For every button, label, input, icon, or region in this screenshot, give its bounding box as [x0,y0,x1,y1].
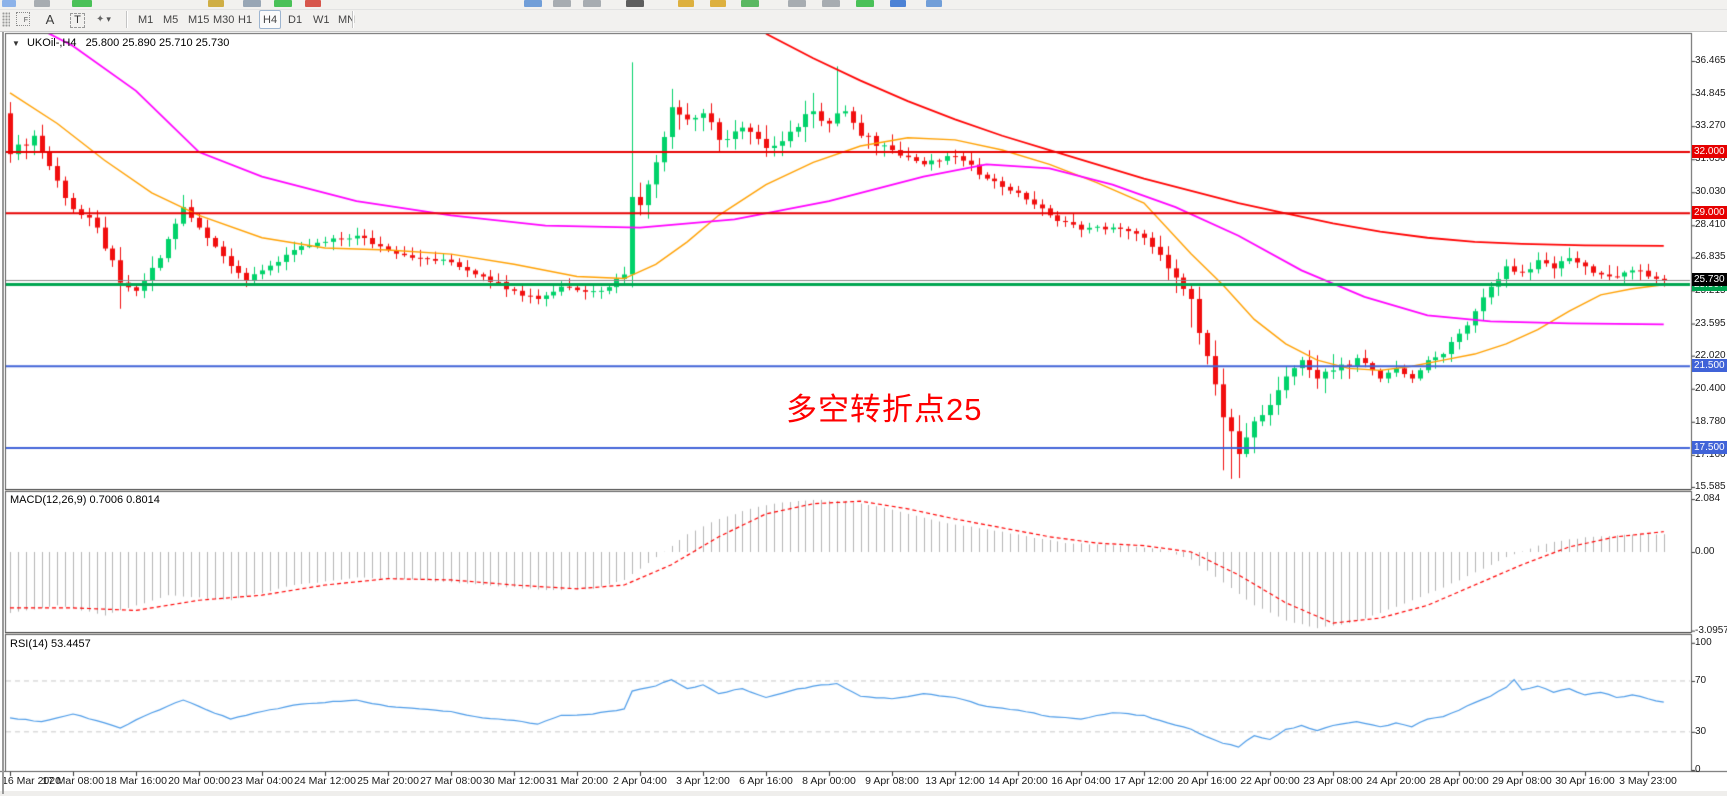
standard-toolbar-clipped [0,0,1727,10]
time-axis[interactable] [0,772,1727,791]
toolbar-icon-partial-17[interactable] [856,0,874,7]
toolbar-icon-partial-13[interactable] [710,0,726,7]
toolbar-icon-partial-19[interactable] [926,0,942,7]
window-edge [2,32,4,794]
rsi-panel[interactable] [5,634,1691,771]
toolbar-icon-partial-14[interactable] [741,0,759,7]
line-studies-and-periods-toolbar: F A T ✦ ▾ M1 M5 M15 M30 H1 H4 D1 W1 MN [0,9,1727,31]
toolbar-icon-partial-18[interactable] [890,0,906,7]
toolbar-icon-partial-1[interactable] [2,0,16,7]
toolbar-icon-partial-7[interactable] [305,0,321,7]
chevron-down-icon: ▾ [106,14,111,24]
chart-grid-icon[interactable]: F [16,12,30,26]
timeframe-button-m15[interactable]: M15 [188,13,210,26]
toolbar-icon-partial-8[interactable] [524,0,542,7]
timeframe-button-mn[interactable]: MN [338,13,356,26]
timeframe-button-m30[interactable]: M30 [213,13,235,26]
toolbar-icon-partial-9[interactable] [553,0,571,7]
timeframe-button-h4[interactable]: H4 [259,10,282,29]
timeframe-button-m5[interactable]: M5 [163,13,179,26]
timeframe-button-h1[interactable]: H1 [238,13,253,26]
window-bottom-strip [0,791,1727,796]
arrows-icon: ✦ [96,14,105,25]
toolbar-icon-partial-2[interactable] [34,0,50,7]
arrows-tool[interactable]: ✦ ▾ [92,10,115,29]
timeframe-button-m1[interactable]: M1 [138,13,154,26]
toolbar-icon-partial-6[interactable] [274,0,292,7]
text-tool[interactable]: T [70,13,85,28]
toolbar-separator [352,11,353,28]
toolbar-icon-partial-16[interactable] [822,0,840,7]
toolbar: F A T ✦ ▾ M1 M5 M15 M30 H1 H4 D1 W1 MN [0,0,1727,32]
macd-panel[interactable] [5,491,1691,632]
timeframe-button-d1[interactable]: D1 [288,13,303,26]
toolbar-grip[interactable] [2,12,10,27]
price-axis[interactable] [1692,33,1727,771]
toolbar-icon-partial-5[interactable] [243,0,261,7]
toolbar-icon-partial-12[interactable] [678,0,694,7]
toolbar-icon-partial-10[interactable] [583,0,601,7]
main-chart-panel[interactable] [5,33,1691,489]
toolbar-icon-partial-3[interactable] [72,0,92,7]
timeframe-button-w1[interactable]: W1 [313,13,330,26]
toolbar-icon-partial-4[interactable] [208,0,224,7]
toolbar-icon-partial-15[interactable] [788,0,806,7]
toolbar-icon-partial-11[interactable] [626,0,644,7]
text-label-tool[interactable]: A [45,12,55,27]
toolbar-separator [126,11,127,28]
